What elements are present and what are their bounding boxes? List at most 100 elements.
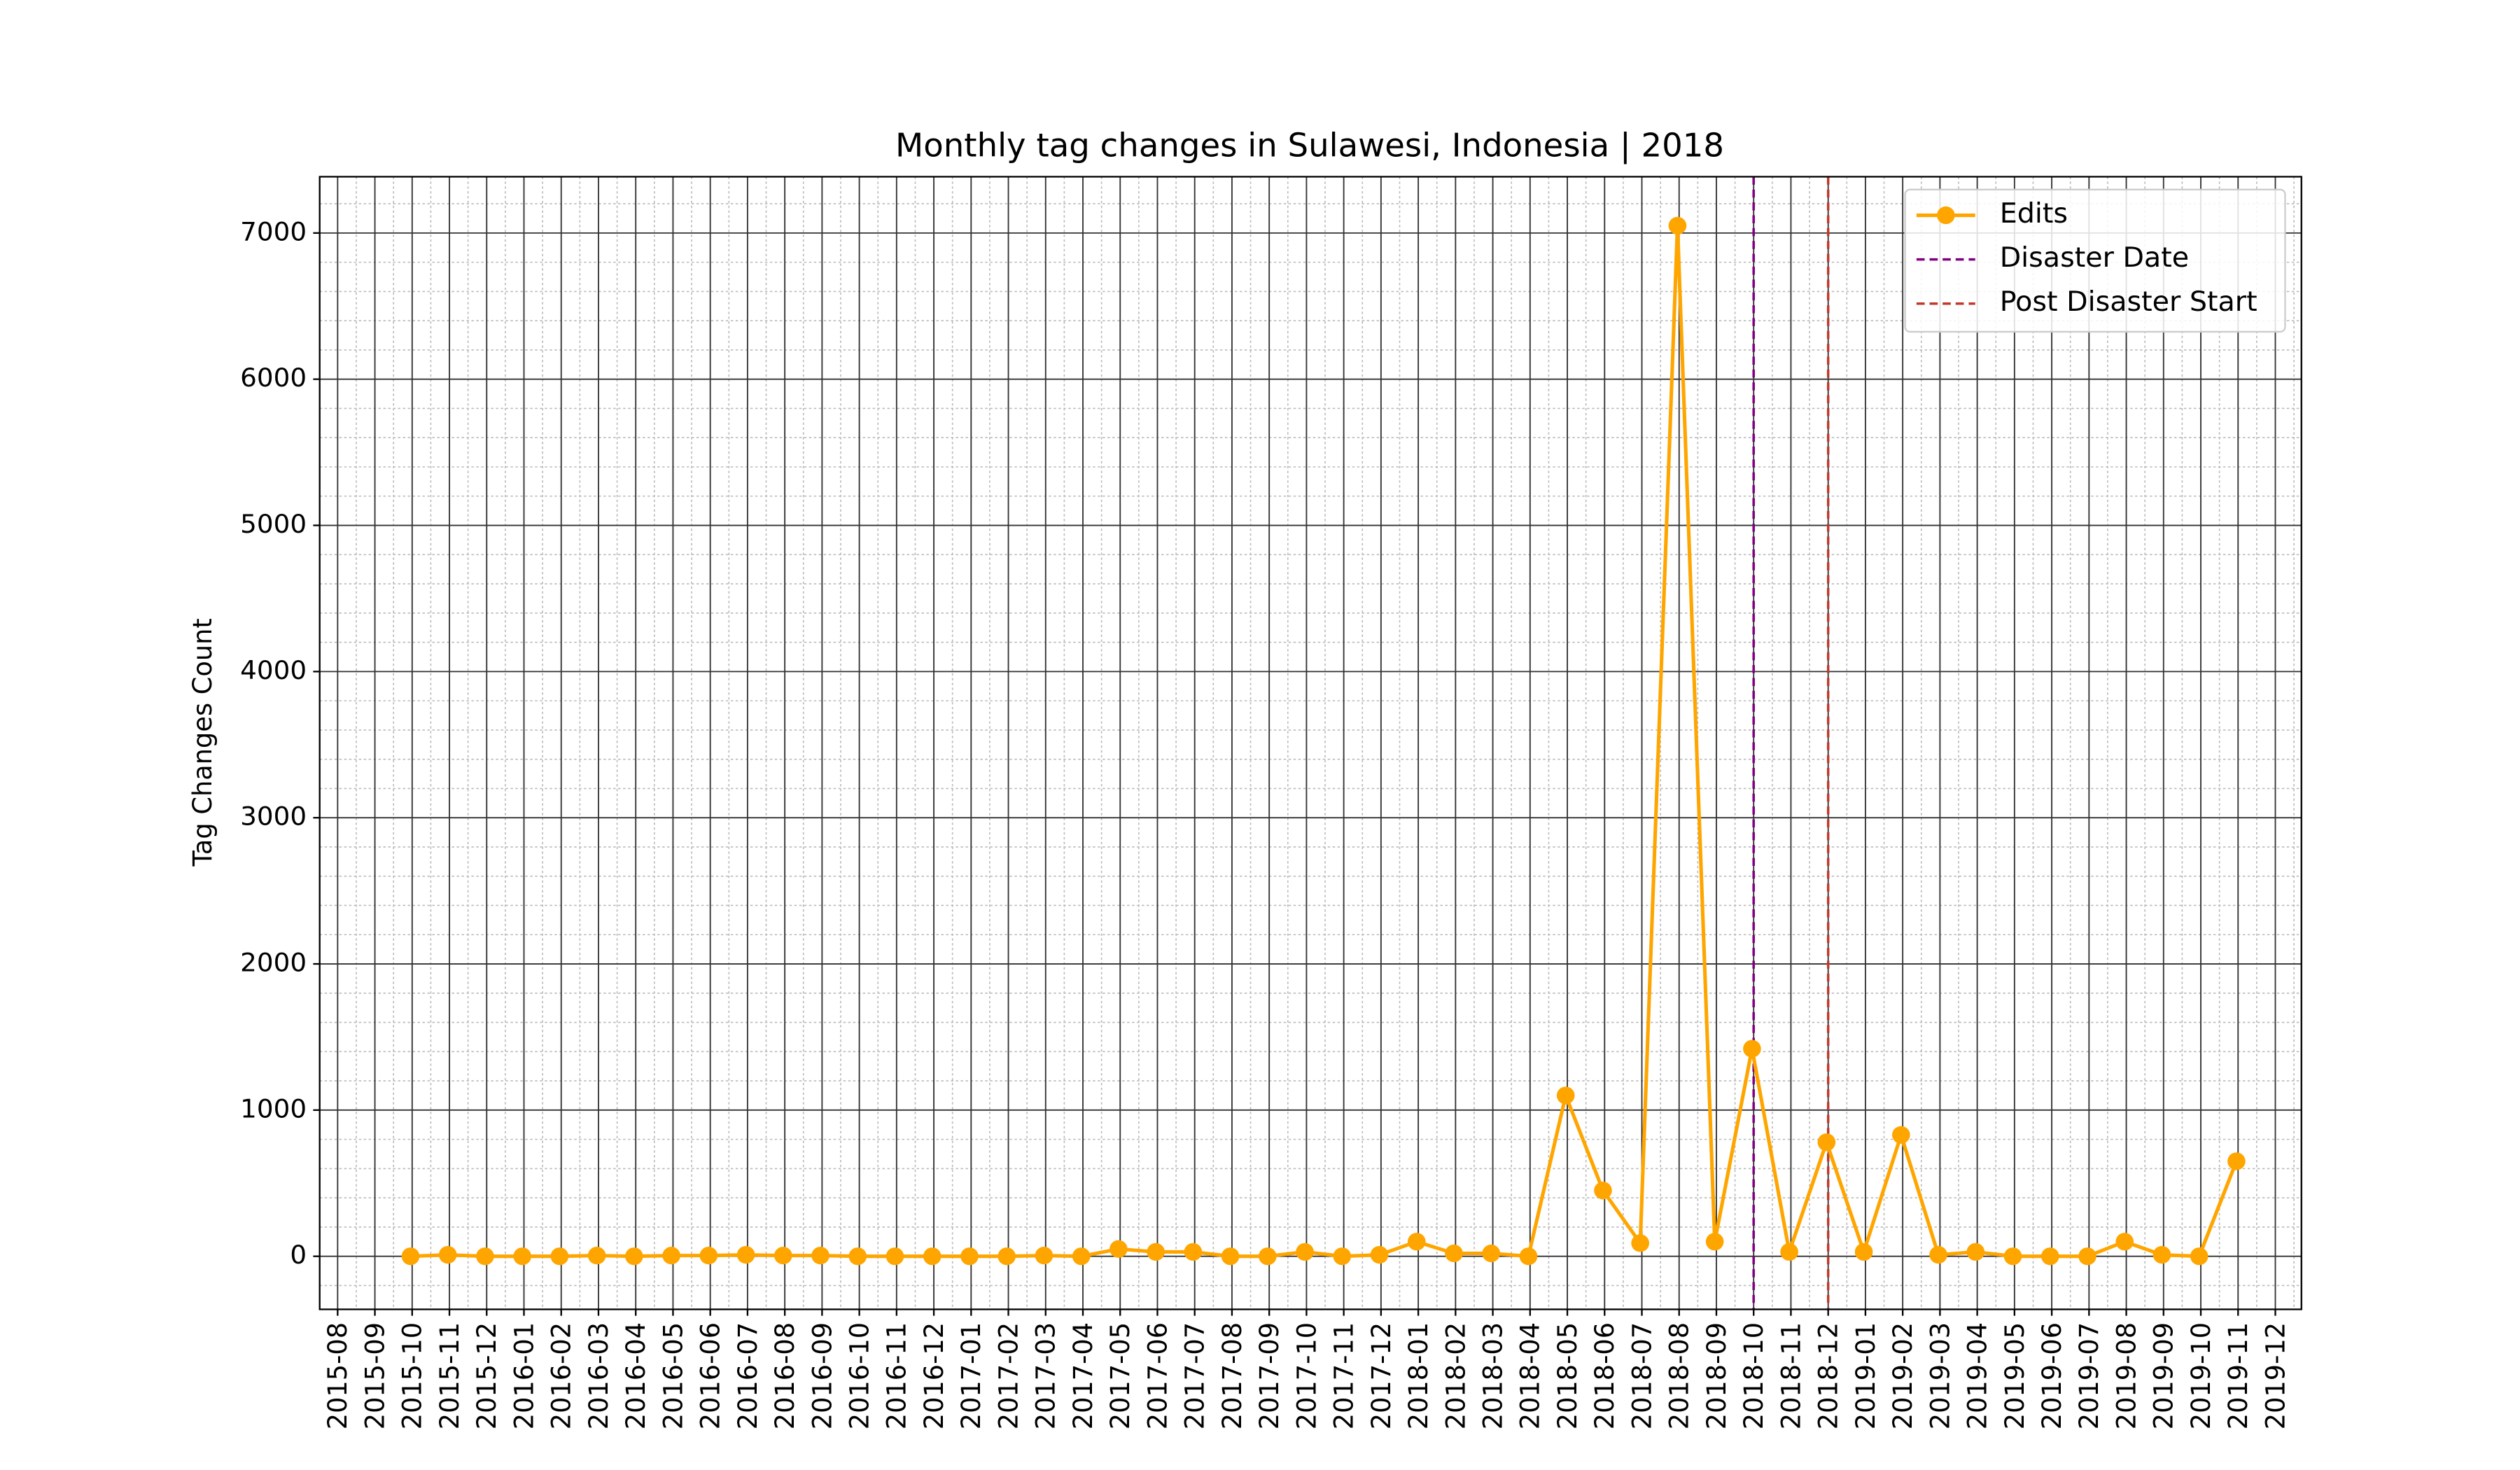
data-point	[736, 1245, 755, 1264]
data-point	[2040, 1247, 2059, 1266]
x-tick-label: 2019-03	[1925, 1322, 1955, 1429]
data-point	[1482, 1244, 1501, 1263]
data-point	[2115, 1233, 2134, 1251]
data-point	[662, 1247, 680, 1265]
x-tick-label: 2016-10	[844, 1322, 874, 1429]
x-tick-label: 2017-12	[1366, 1322, 1396, 1429]
x-tick-label: 2017-08	[1217, 1322, 1247, 1429]
x-tick-label: 2017-07	[1180, 1322, 1210, 1429]
x-tick-label: 2017-02	[993, 1322, 1023, 1429]
x-tick-label: 2016-08	[770, 1322, 800, 1429]
x-tick-label: 2016-07	[733, 1322, 763, 1429]
x-tick-label: 2018-10	[1739, 1322, 1769, 1429]
y-tick-label: 4000	[240, 655, 307, 685]
data-point	[811, 1247, 830, 1265]
minor-grid	[319, 176, 2302, 1310]
data-point	[2190, 1247, 2208, 1266]
x-tick-label: 2018-04	[1515, 1322, 1545, 1429]
x-tick-label: 2018-03	[1478, 1322, 1508, 1429]
x-tick-label: 2019-10	[2186, 1322, 2216, 1429]
x-tick-label: 2016-03	[584, 1322, 614, 1429]
legend-box	[1904, 188, 2286, 333]
x-tick-label: 2019-05	[2000, 1322, 2030, 1429]
x-tick-label: 2016-02	[546, 1322, 576, 1429]
x-tick-label: 2017-04	[1068, 1322, 1098, 1429]
data-point	[1407, 1233, 1426, 1251]
x-tick-label: 2018-06	[1590, 1322, 1620, 1429]
data-point	[1743, 1040, 1761, 1058]
x-tick-label: 2018-05	[1553, 1322, 1583, 1429]
data-point	[550, 1247, 569, 1266]
y-tick-label: 5000	[240, 509, 307, 539]
data-point	[438, 1245, 457, 1264]
data-point	[1519, 1247, 1538, 1266]
x-tick-label: 2019-06	[2037, 1322, 2067, 1429]
x-tick-label: 2015-09	[360, 1322, 390, 1429]
x-tick-label: 2017-01	[956, 1322, 986, 1429]
x-tick-label: 2015-10	[397, 1322, 427, 1429]
data-point	[2227, 1152, 2246, 1170]
x-tick-label: 2016-05	[658, 1322, 688, 1429]
data-point	[960, 1247, 979, 1266]
data-point	[1631, 1234, 1649, 1252]
data-point	[1556, 1086, 1575, 1105]
x-tick-label: 2015-11	[435, 1322, 465, 1429]
data-point	[2152, 1245, 2171, 1264]
x-tick-label: 2016-09	[807, 1322, 837, 1429]
data-point	[1594, 1182, 1612, 1200]
data-point	[1035, 1247, 1054, 1265]
data-point	[1184, 1242, 1203, 1261]
x-axis-label: Date	[1279, 1465, 1341, 1470]
legend-marker	[1936, 206, 1955, 225]
data-point	[923, 1247, 941, 1266]
data-point	[2078, 1247, 2096, 1266]
y-tick-label: 2000	[240, 948, 307, 978]
data-line	[410, 225, 2239, 1259]
x-tick-label: 2019-04	[1962, 1322, 1992, 1429]
data-point	[699, 1247, 718, 1265]
data-point	[886, 1247, 904, 1266]
y-tick-label: 0	[290, 1240, 307, 1270]
legend-label: Edits	[2000, 198, 2068, 230]
x-tick-label: 2018-12	[1813, 1322, 1843, 1429]
x-tick-label: 2017-03	[1030, 1322, 1060, 1429]
legend: Edits Disaster Date Post Disaster Start	[1904, 188, 2286, 333]
x-tick-label: 2019-07	[2074, 1322, 2104, 1429]
data-point	[1110, 1240, 1128, 1258]
x-tick-label: 2018-07	[1627, 1322, 1657, 1429]
y-tick-label: 6000	[240, 363, 307, 393]
x-tick-label: 2019-02	[1888, 1322, 1918, 1429]
chart-title: Monthly tag changes in Sulawesi, Indones…	[895, 127, 1724, 165]
x-tick-label: 2016-06	[695, 1322, 725, 1429]
data-point	[1892, 1126, 1910, 1144]
data-point	[587, 1247, 606, 1265]
x-tick-label: 2017-09	[1254, 1322, 1284, 1429]
x-tick-label: 2018-08	[1664, 1322, 1694, 1429]
x-tick-label: 2017-10	[1292, 1322, 1322, 1429]
data-point	[1333, 1247, 1352, 1266]
legend-label: Post Disaster Start	[2000, 286, 2258, 318]
data-point	[1854, 1242, 1873, 1261]
data-point	[625, 1247, 643, 1266]
data-point	[1296, 1242, 1314, 1261]
x-tick-label: 2016-04	[621, 1322, 651, 1429]
data-point	[476, 1247, 494, 1266]
data-point	[1929, 1245, 1947, 1264]
data-point	[1221, 1247, 1240, 1266]
data-point	[997, 1247, 1016, 1266]
x-tick-label: 2015-12	[472, 1322, 502, 1429]
x-tick-label: 2019-01	[1851, 1322, 1881, 1429]
data-point	[1370, 1245, 1389, 1264]
plot-frame	[318, 176, 2302, 1310]
data-point	[1147, 1242, 1165, 1261]
data-point	[1445, 1244, 1463, 1263]
x-tick-label: 2019-09	[2148, 1322, 2178, 1429]
data-point	[2003, 1247, 2022, 1266]
x-tick-label: 2016-11	[881, 1322, 911, 1429]
y-tick-label: 3000	[240, 802, 307, 832]
data-point	[1705, 1233, 1724, 1251]
data-point	[1668, 216, 1687, 235]
data-point	[1780, 1242, 1798, 1261]
data-point	[774, 1247, 792, 1265]
